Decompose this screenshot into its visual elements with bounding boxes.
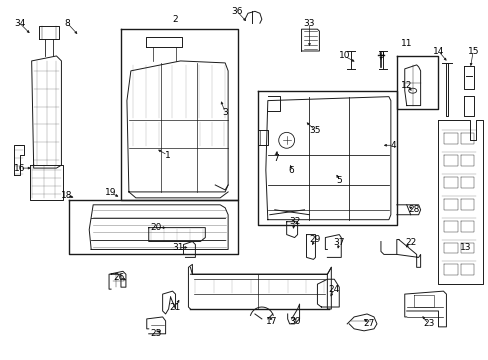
Text: 5: 5 xyxy=(336,176,342,185)
Text: 25: 25 xyxy=(150,329,161,338)
Text: 27: 27 xyxy=(363,319,374,328)
Text: 21: 21 xyxy=(169,302,181,311)
Text: 32: 32 xyxy=(288,217,300,226)
Text: 15: 15 xyxy=(467,46,478,55)
Text: 1: 1 xyxy=(164,151,170,160)
Text: 37: 37 xyxy=(333,238,345,247)
Text: 19: 19 xyxy=(105,188,117,197)
Text: 24: 24 xyxy=(328,285,339,294)
Text: 7: 7 xyxy=(272,154,278,163)
Text: 12: 12 xyxy=(400,81,411,90)
Text: 6: 6 xyxy=(288,166,294,175)
Text: 4: 4 xyxy=(390,141,396,150)
Text: 33: 33 xyxy=(303,19,315,28)
Text: 10: 10 xyxy=(338,51,349,60)
Text: 36: 36 xyxy=(231,7,243,16)
Text: 26: 26 xyxy=(113,273,124,282)
Text: 23: 23 xyxy=(422,319,433,328)
Text: 31: 31 xyxy=(172,243,184,252)
Text: 16: 16 xyxy=(14,163,25,172)
Text: 11: 11 xyxy=(400,39,412,48)
Text: 3: 3 xyxy=(222,108,227,117)
Text: 13: 13 xyxy=(459,243,470,252)
Text: 29: 29 xyxy=(309,235,321,244)
Text: 20: 20 xyxy=(150,223,161,232)
Text: 34: 34 xyxy=(14,19,25,28)
Text: 8: 8 xyxy=(64,19,70,28)
Text: 18: 18 xyxy=(61,192,72,201)
Text: 17: 17 xyxy=(265,318,277,327)
Text: 22: 22 xyxy=(404,238,415,247)
Text: 2: 2 xyxy=(172,15,178,24)
Text: 9: 9 xyxy=(377,51,383,60)
Text: 28: 28 xyxy=(407,205,419,214)
Text: 35: 35 xyxy=(309,126,321,135)
Text: 30: 30 xyxy=(288,318,300,327)
Text: 14: 14 xyxy=(432,46,443,55)
